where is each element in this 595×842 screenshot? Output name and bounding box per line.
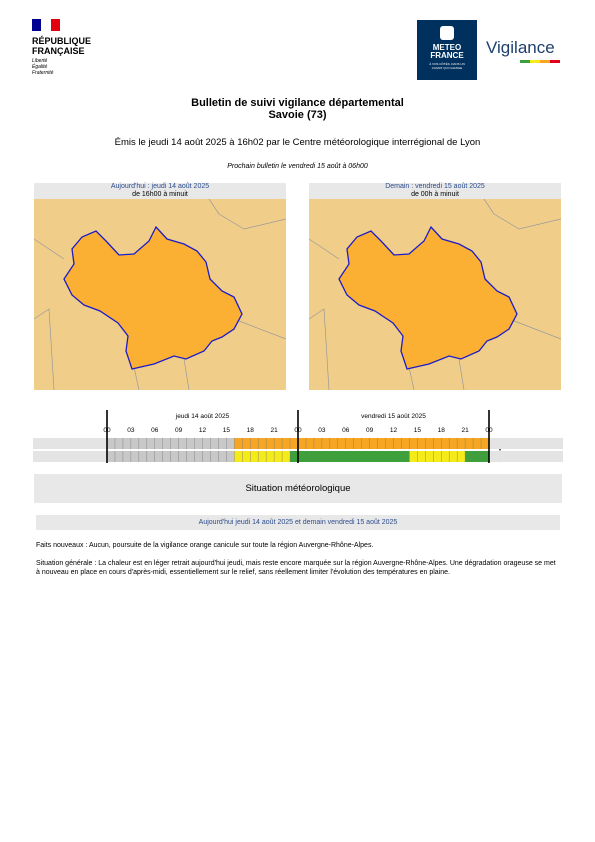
paragraph-text: Aucun, poursuite de la vigilance orange … [88, 542, 374, 549]
map [308, 198, 562, 391]
hour-label: 06 [342, 427, 350, 434]
paragraphs: Faits nouveaux : Aucun, poursuite de la … [36, 541, 560, 577]
title-block: Bulletin de suivi vigilance départementa… [0, 97, 595, 121]
hour-label: 03 [318, 427, 326, 434]
meteo-line: FRANCE [430, 51, 464, 60]
timeline: jeudi 14 août 2025 vendredi 15 août 2025 0… [33, 410, 563, 463]
period-heading: Aujourd'hui jeudi 14 août 2025 et demain… [36, 515, 560, 530]
situation-heading: Situation météorologique [34, 474, 562, 503]
hour-label: 09 [366, 427, 374, 434]
motto: Liberté [32, 58, 48, 64]
hour-label: 18 [247, 427, 255, 434]
hour-label: 12 [199, 427, 207, 434]
subtitle: Savoie (73) [268, 109, 327, 121]
map [33, 198, 287, 391]
title: Bulletin de suivi vigilance départementa… [191, 97, 404, 109]
hour-label: 21 [271, 427, 279, 434]
republic-line: FRANÇAISE [32, 46, 85, 56]
hour-label: 06 [151, 427, 159, 434]
issued: Émis le jeudi 14 août 2025 à 16h02 par l… [114, 137, 481, 148]
paragraph-text: La chaleur est en léger retrait aujourd'… [36, 560, 556, 576]
vigilance-label: Vigilance [486, 38, 555, 57]
republic-logo: RÉPUBLIQUE FRANÇAISE Liberté Égalité Frater… [32, 18, 91, 76]
paragraph: Situation générale : La chaleur est en l… [36, 559, 560, 577]
hour-label: 15 [414, 427, 422, 434]
map-panel: Aujourd'hui : jeudi 14 août 2025 de 16h00… [33, 183, 287, 395]
hour-label: 15 [223, 427, 231, 434]
meteo-line: METEO [432, 43, 462, 52]
map-period: de 16h00 à minuit [132, 191, 188, 198]
hour-label: 12 [390, 427, 398, 434]
map-period: de 00h à minuit [411, 191, 459, 198]
segment [409, 451, 466, 462]
hour-label: 18 [438, 427, 446, 434]
meteo-tagline: À VOS CÔTÉS, DANS UN CLIMAT QUI CHANGE [429, 62, 465, 70]
paragraph: Faits nouveaux : Aucun, poursuite de la … [36, 541, 560, 550]
hour-label: 21 [462, 427, 470, 434]
vigilance-colors [520, 60, 560, 63]
republic-line: RÉPUBLIQUE [32, 36, 92, 46]
segment [234, 451, 291, 462]
map-panel: Demain : vendredi 15 août 2025 de 00h à m… [308, 183, 562, 395]
day-label: jeudi 14 août 2025 [175, 413, 230, 420]
map-heading: Aujourd'hui : jeudi 14 août 2025 [110, 183, 210, 190]
meteo-logo: METEO FRANCE À VOS CÔTÉS, DANS UN CLIMAT … [417, 20, 477, 80]
paragraph-label: Faits nouveaux : [36, 542, 88, 549]
day-label: vendredi 15 août 2025 [361, 413, 426, 420]
motto: Fraternité [32, 70, 54, 76]
segment [465, 451, 489, 462]
next-bulletin: Prochain bulletin le vendredi 15 août à … [227, 163, 368, 170]
map-header: Aujourd'hui : jeudi 14 août 2025 de 16h00… [34, 183, 286, 199]
hour-label: 03 [127, 427, 135, 434]
motto: Égalité [32, 64, 48, 70]
map-heading: Demain : vendredi 15 août 2025 [385, 183, 485, 190]
paragraph-label: Situation générale : [36, 560, 97, 567]
map-header: Demain : vendredi 15 août 2025 de 00h à m… [309, 183, 561, 199]
hour-label: 09 [175, 427, 183, 434]
flag [32, 19, 60, 31]
segment [290, 451, 410, 462]
